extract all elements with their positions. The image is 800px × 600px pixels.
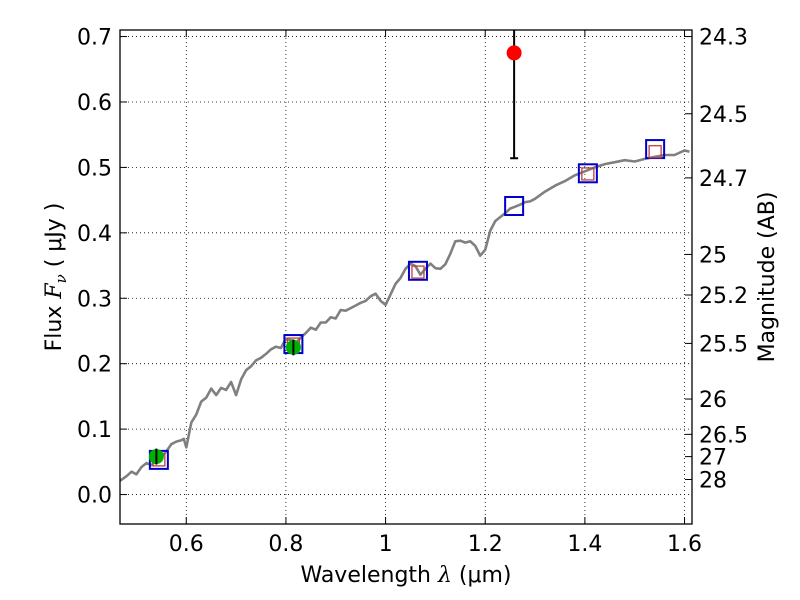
sed-model-line: [119, 149, 690, 482]
detection-point: [506, 45, 522, 61]
y-axis-label: Flux Fν ( μJy ): [42, 203, 70, 352]
y-tick-label: 0.6: [77, 91, 112, 116]
magnitude-axis-label: Magnitude (AB): [755, 192, 780, 363]
x-tick-label: 1.2: [468, 532, 503, 557]
x-tick-label: 0.6: [169, 532, 204, 557]
magnitude-tick-label: 24.3: [699, 26, 748, 51]
model-small-square-marker: [411, 265, 425, 279]
grid-layer: [120, 30, 692, 524]
model-small-square-marker: [581, 167, 595, 181]
magnitude-tick-label: 28: [699, 469, 727, 494]
x-tick-label: 1.6: [667, 532, 702, 557]
y-tick-label: 0.2: [77, 353, 112, 378]
photometry-square-marker: [577, 163, 598, 184]
photometry-square-marker: [407, 260, 428, 281]
label-layer: 0.6 0.8 1 1.2 1.4 1.6 0.0 0.1 0.2 0.3 0.4 0.5 0.6 0.7…: [77, 26, 748, 557]
magnitude-tick-label: 24.5: [699, 103, 748, 128]
x-axis-label: Wavelength λ (μm): [300, 563, 511, 588]
plot-frame: [119, 29, 693, 525]
magnitude-tick-label: 25: [699, 243, 727, 268]
magnitude-tick-label: 26.5: [699, 423, 748, 448]
y-tick-label: 0.5: [77, 156, 112, 181]
magnitude-tick-label: 25.2: [699, 284, 748, 309]
y-tick-label: 0.0: [77, 484, 112, 509]
y-tick-label: 0.3: [77, 287, 112, 312]
photometry-square-marker: [504, 196, 525, 217]
data-layer: [119, 30, 690, 482]
magnitude-tick-label: 25.5: [699, 332, 748, 357]
x-tick-label: 1: [379, 532, 393, 557]
magnitude-tick-label: 24.7: [699, 167, 748, 192]
x-tick-label: 0.8: [268, 532, 303, 557]
y-tick-label: 0.4: [77, 222, 112, 247]
x-tick-label: 1.4: [567, 532, 602, 557]
magnitude-tick-label: 26: [699, 388, 727, 413]
y-tick-label: 0.7: [77, 26, 112, 51]
model-small-square-marker: [648, 145, 662, 159]
magnitude-tick-label: 27: [699, 446, 727, 471]
tick-layer: [120, 30, 692, 524]
y-tick-label: 0.1: [77, 418, 112, 443]
